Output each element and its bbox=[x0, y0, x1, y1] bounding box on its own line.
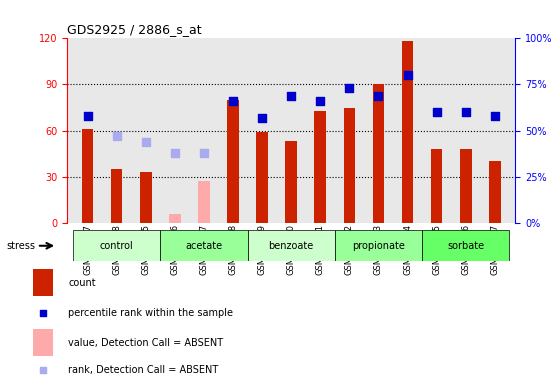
Bar bbox=[277, 38, 306, 223]
Bar bbox=[33, 269, 53, 296]
Text: value, Detection Call = ABSENT: value, Detection Call = ABSENT bbox=[68, 338, 223, 348]
Text: propionate: propionate bbox=[352, 241, 405, 251]
Bar bbox=[393, 38, 422, 223]
FancyBboxPatch shape bbox=[160, 230, 248, 261]
Point bbox=[403, 72, 412, 78]
Bar bbox=[344, 108, 355, 223]
Bar bbox=[256, 132, 268, 223]
Point bbox=[345, 85, 354, 91]
Bar bbox=[306, 38, 335, 223]
Bar bbox=[169, 214, 181, 223]
Bar bbox=[422, 38, 451, 223]
Point bbox=[228, 98, 237, 104]
FancyBboxPatch shape bbox=[422, 230, 510, 261]
Bar bbox=[372, 84, 384, 223]
Point bbox=[170, 150, 179, 156]
Bar bbox=[160, 38, 189, 223]
Point bbox=[141, 139, 150, 145]
Bar bbox=[102, 38, 131, 223]
Point bbox=[287, 93, 296, 99]
Bar bbox=[315, 111, 326, 223]
Text: rank, Detection Call = ABSENT: rank, Detection Call = ABSENT bbox=[68, 365, 218, 375]
Bar bbox=[218, 38, 248, 223]
FancyBboxPatch shape bbox=[73, 230, 160, 261]
Bar bbox=[489, 161, 501, 223]
Text: stress: stress bbox=[7, 241, 36, 251]
Point bbox=[112, 133, 121, 139]
Point bbox=[461, 109, 470, 115]
Point bbox=[374, 93, 383, 99]
Point bbox=[491, 113, 500, 119]
Point bbox=[39, 367, 48, 373]
Bar bbox=[431, 149, 442, 223]
Point bbox=[258, 114, 267, 121]
Bar bbox=[227, 100, 239, 223]
Text: control: control bbox=[100, 241, 133, 251]
Bar bbox=[131, 38, 160, 223]
Bar bbox=[460, 149, 472, 223]
Bar bbox=[480, 38, 510, 223]
Text: sorbate: sorbate bbox=[447, 241, 484, 251]
Text: benzoate: benzoate bbox=[269, 241, 314, 251]
Bar bbox=[335, 38, 364, 223]
Point bbox=[199, 150, 208, 156]
FancyBboxPatch shape bbox=[335, 230, 422, 261]
Point bbox=[316, 98, 325, 104]
FancyBboxPatch shape bbox=[248, 230, 335, 261]
Text: GDS2925 / 2886_s_at: GDS2925 / 2886_s_at bbox=[67, 23, 202, 36]
Text: acetate: acetate bbox=[185, 241, 222, 251]
Point bbox=[83, 113, 92, 119]
Text: count: count bbox=[68, 278, 96, 288]
Bar bbox=[451, 38, 480, 223]
Bar bbox=[198, 181, 210, 223]
Bar bbox=[286, 141, 297, 223]
Point bbox=[39, 310, 48, 316]
Bar bbox=[402, 41, 413, 223]
Bar bbox=[82, 129, 94, 223]
Bar bbox=[111, 169, 123, 223]
Bar bbox=[248, 38, 277, 223]
Bar bbox=[73, 38, 102, 223]
Bar bbox=[33, 329, 53, 356]
Point bbox=[432, 109, 441, 115]
Bar bbox=[189, 38, 218, 223]
Bar bbox=[140, 172, 152, 223]
Text: percentile rank within the sample: percentile rank within the sample bbox=[68, 308, 234, 318]
Bar bbox=[364, 38, 393, 223]
